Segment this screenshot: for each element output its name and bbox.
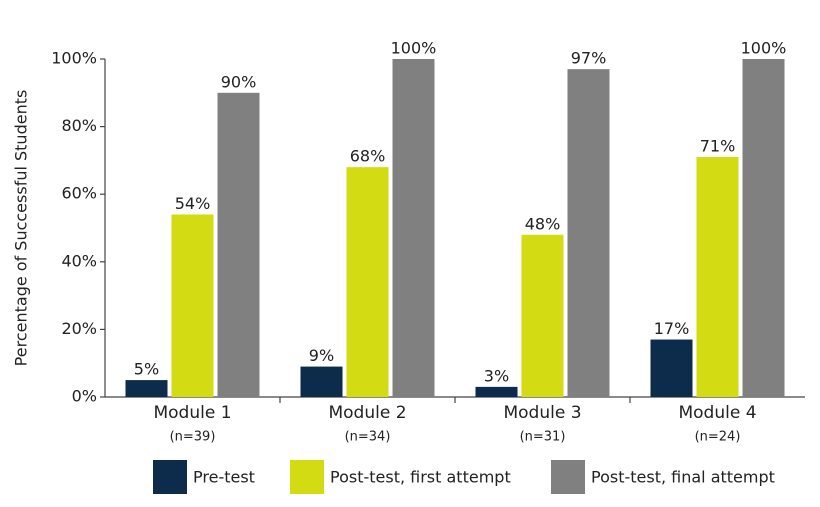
bar	[300, 366, 343, 397]
bar	[392, 59, 435, 397]
value-label: 9%	[309, 346, 334, 365]
legend-swatch	[153, 460, 187, 494]
y-tick-label: 100%	[51, 49, 97, 68]
value-label: 54%	[175, 194, 211, 213]
value-label: 3%	[484, 366, 509, 385]
y-tick-label: 40%	[61, 251, 97, 270]
bar	[217, 92, 260, 398]
x-tick-label: Module 4	[678, 403, 756, 423]
legend-swatch	[290, 460, 324, 494]
x-tick-note: (n=34)	[345, 430, 391, 445]
bar	[125, 380, 168, 397]
x-tick-label: Module 2	[328, 403, 406, 423]
legend-label: Post-test, first attempt	[330, 468, 511, 487]
bar	[567, 69, 610, 397]
x-tick-note: (n=24)	[695, 430, 741, 445]
value-label: 100%	[741, 39, 787, 58]
bar	[696, 157, 739, 397]
value-label: 90%	[221, 72, 257, 91]
bar	[475, 386, 518, 397]
y-tick-label: 80%	[61, 116, 97, 135]
x-tick-note: (n=39)	[170, 430, 216, 445]
value-label: 17%	[654, 319, 690, 338]
value-label: 68%	[350, 147, 386, 166]
y-axis-label: Percentage of Successful Students	[12, 90, 31, 367]
legend-label: Pre-test	[193, 468, 255, 487]
x-tick-note: (n=31)	[520, 430, 566, 445]
value-label: 100%	[391, 39, 437, 58]
x-tick-label: Module 1	[153, 403, 231, 423]
bar	[521, 234, 564, 397]
y-tick-label: 0%	[72, 387, 97, 406]
value-label: 71%	[700, 137, 736, 156]
legend-label: Post-test, final attempt	[591, 468, 775, 487]
bar	[650, 339, 693, 397]
y-tick-label: 60%	[61, 184, 97, 203]
bar	[346, 167, 389, 397]
y-tick-label: 20%	[61, 319, 97, 338]
value-label: 5%	[134, 360, 159, 379]
legend-swatch	[551, 460, 585, 494]
value-label: 97%	[571, 49, 607, 68]
bar	[742, 59, 785, 397]
x-tick-label: Module 3	[503, 403, 581, 423]
bar	[171, 214, 214, 397]
value-label: 48%	[525, 214, 561, 233]
